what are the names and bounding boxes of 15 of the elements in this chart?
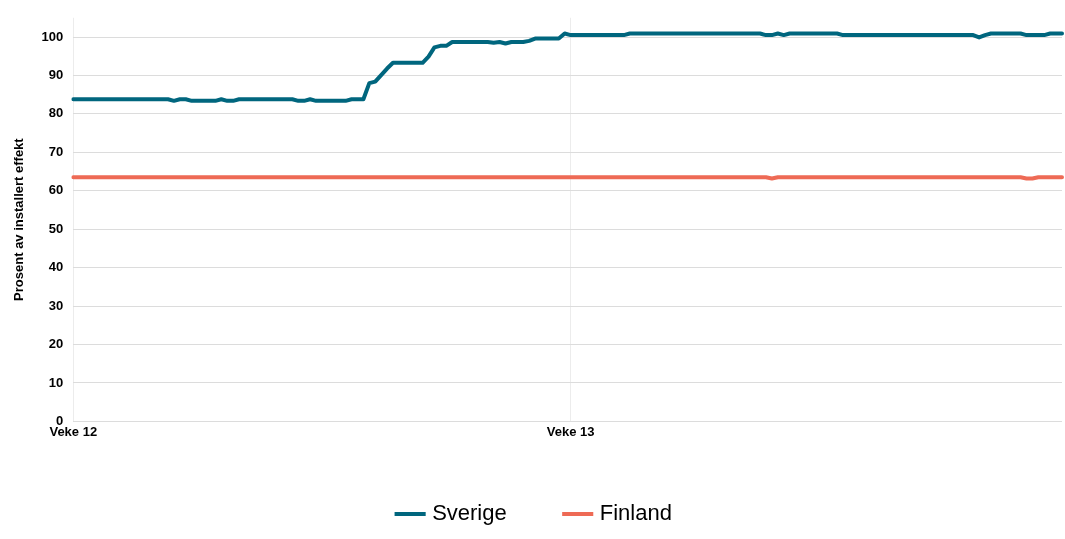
y-axis-title: Prosent av installert effekt: [11, 137, 27, 301]
y-tick-label: 100: [41, 28, 64, 44]
y-tick-label: 90: [48, 67, 64, 83]
y-tick-label: 50: [48, 220, 64, 236]
y-tick-label: 40: [48, 259, 64, 275]
y-tick-label: 80: [48, 105, 64, 121]
y-tick-label: 60: [48, 182, 64, 198]
legend-label: Finland: [599, 500, 672, 526]
y-tick-label: 70: [48, 143, 64, 159]
legend-label: Sverige: [432, 500, 507, 526]
y-tick-label: 30: [48, 297, 64, 313]
y-tick-label: 10: [48, 374, 64, 390]
y-tick-label: 0: [56, 412, 64, 428]
x-tick-label: Veke 13: [546, 423, 595, 439]
y-tick-label: 20: [48, 336, 64, 352]
